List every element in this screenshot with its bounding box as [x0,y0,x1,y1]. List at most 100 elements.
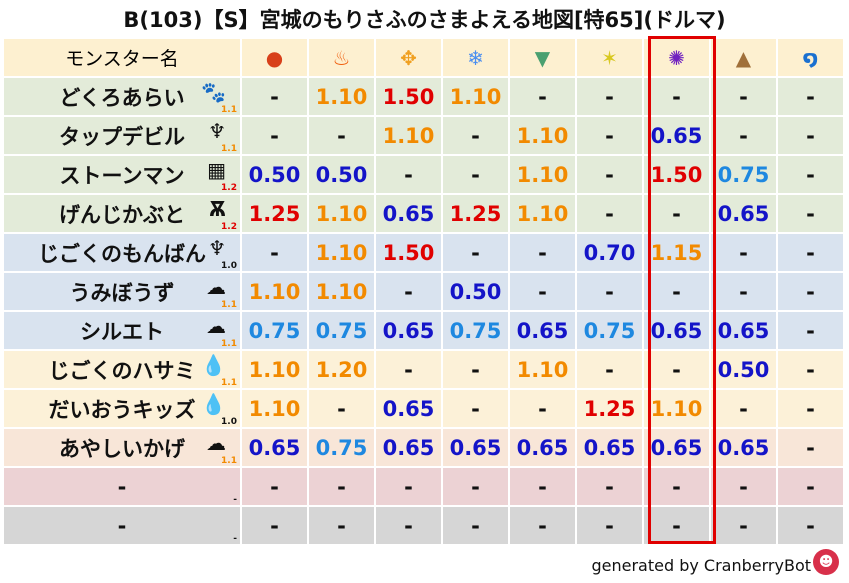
resistance-value: - [510,468,575,505]
resistance-value: 1.10 [510,351,575,388]
resistance-value: - [778,156,843,193]
resistance-value: - [242,507,307,544]
table-row: ----------- [4,507,843,544]
resistance-value: - [778,351,843,388]
resistance-value: - [242,117,307,154]
resistance-value: - [711,507,776,544]
resistance-value: - [778,312,843,349]
resistance-value: - [577,468,642,505]
flame-icon: ♨ [332,45,351,70]
resistance-value: - [510,78,575,115]
resistance-value: 0.50 [242,156,307,193]
resistance-value: - [242,78,307,115]
resistance-value: - [443,390,508,427]
table-row: うみぼうず ☁ 1.1 1.10 1.10-0.50- - - - - [4,273,843,310]
resistance-value: 0.65 [376,195,441,232]
monster-name-cell: だいおうキッズ 💧 1.0 [4,390,240,427]
resistance-value: 1.25 [577,390,642,427]
water-icon: ໑ [802,45,819,70]
resistance-value: - [510,390,575,427]
resistance-value: - [711,273,776,310]
element-header: ໑ [778,39,843,76]
monster-name-header: モンスター名 [4,39,240,76]
monster-name: げんじかぶと [59,202,185,227]
monster-name: あやしいかげ [59,436,185,461]
resistance-value: 0.65 [510,312,575,349]
element-header: ▼ [510,39,575,76]
resistance-value: - [510,273,575,310]
element-header: ✺ [644,39,709,76]
paw-icon: 🐾 [201,80,226,104]
cranberry-icon: ☻ [813,549,839,575]
resistance-value: - [644,351,709,388]
monster-name-cell: シルエト ☁ 1.1 [4,312,240,349]
monster-name-cell: じごくのもんばん ♆ 1.0 [4,234,240,271]
monster-name: だいおうキッズ [48,397,196,422]
level-multiplier: 1.2 [221,222,237,232]
resistance-value: - [242,234,307,271]
resistance-value: 0.65 [242,429,307,466]
resistance-value: - [577,507,642,544]
resistance-value: 0.70 [577,234,642,271]
resistance-value: 0.65 [376,390,441,427]
monster-name-cell: じごくのハサミ 💧 1.1 [4,351,240,388]
drop-icon: 💧 [201,353,226,377]
resistance-value: - [644,507,709,544]
resistance-value: 0.50 [443,273,508,310]
resistance-value: - [778,117,843,154]
resistance-value: 0.65 [644,117,709,154]
level-multiplier: - [233,495,237,505]
resistance-value: 1.10 [309,234,374,271]
monster-name: - [117,513,127,538]
table-row: ----------- [4,468,843,505]
resistance-value: 0.50 [711,351,776,388]
element-header: ▲ [711,39,776,76]
resistance-value: 0.65 [376,429,441,466]
resistance-value: 0.65 [510,429,575,466]
resistance-value: 0.75 [577,312,642,349]
level-multiplier: 1.1 [221,456,237,466]
table-row: シルエト ☁ 1.1 0.75 0.75 0.65 0.75 0.65 0.75 0.65 0.65… [4,312,843,349]
resistance-value: - [711,390,776,427]
resistance-value: - [778,195,843,232]
resistance-value: - [376,507,441,544]
dark-icon: ✺ [668,45,685,70]
table-row: だいおうキッズ 💧 1.0 1.10-0.65- -1.25 1.10- - [4,390,843,427]
level-multiplier: 1.0 [221,417,237,427]
table-row: げんじかぶと Ѫ 1.2 1.25 1.10 0.65 1.25 1.10- -0.65- [4,195,843,232]
monster-name: じごくのハサミ [48,358,196,383]
resistance-value: - [778,507,843,544]
resistance-value: - [644,468,709,505]
resistance-value: 1.10 [309,273,374,310]
table-row: じごくのハサミ 💧 1.1 1.10 1.20- -1.10- -0.50- [4,351,843,388]
element-header: ✶ [577,39,642,76]
fire-ball-icon: ● [265,45,284,70]
resistance-value: - [577,273,642,310]
level-multiplier: 1.1 [221,300,237,310]
monster-name-cell: うみぼうず ☁ 1.1 [4,273,240,310]
resistance-value: 1.10 [309,78,374,115]
resistance-value: - [577,156,642,193]
table-row: タップデビル ♆ 1.1- -1.10-1.10-0.65- - [4,117,843,154]
resistance-value: - [577,351,642,388]
drop-icon: 💧 [201,392,226,416]
resistance-value: - [778,390,843,427]
footer-text: generated by CranberryBot [591,556,811,575]
ice-icon: ❄ [467,45,484,70]
table-row: ストーンマン ▦ 1.2 0.50 0.50- -1.10-1.50 0.75- [4,156,843,193]
ghost-icon: ☁ [206,431,226,455]
element-header: ✥ [376,39,441,76]
resistance-value: 0.75 [242,312,307,349]
resistance-value: 1.10 [376,117,441,154]
resistance-value: - [309,507,374,544]
resistance-value: 1.50 [376,78,441,115]
resistance-value: - [644,273,709,310]
resistance-value: - [443,156,508,193]
resistance-value: 1.50 [376,234,441,271]
level-multiplier: - [233,534,237,544]
resistance-value: - [376,273,441,310]
resistance-value: - [443,117,508,154]
resistance-value: 0.75 [443,312,508,349]
resistance-value: - [711,78,776,115]
resistance-value: 1.10 [309,195,374,232]
